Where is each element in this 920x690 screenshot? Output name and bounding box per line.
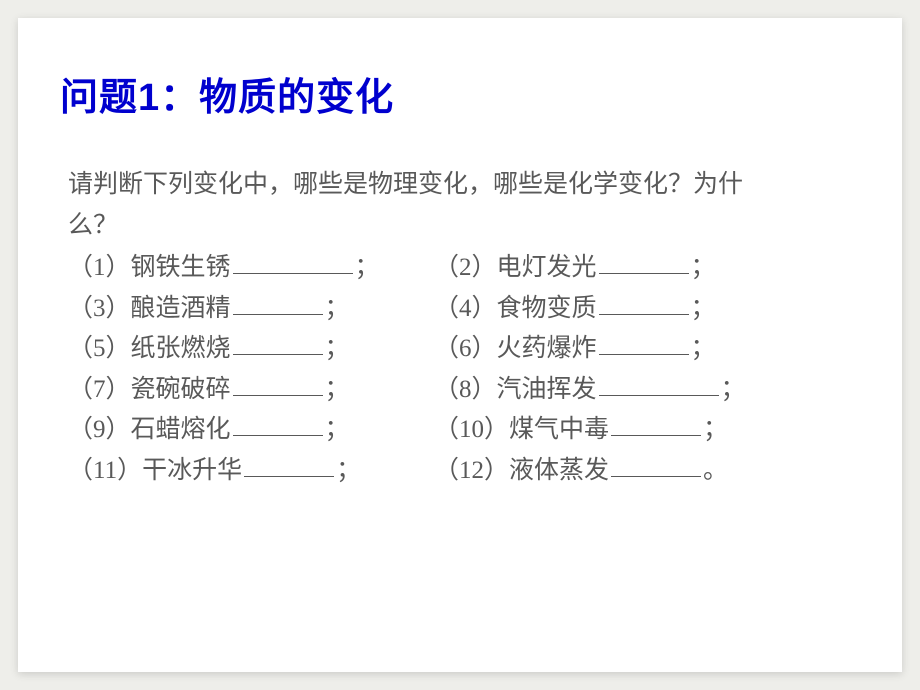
item-number: （2） xyxy=(434,248,497,289)
item-row: （11） 干冰升华 ； （12） 液体蒸发 。 xyxy=(68,451,860,492)
separator: ； xyxy=(336,451,361,492)
separator: ； xyxy=(325,289,350,330)
separator: ； xyxy=(355,248,380,289)
item-number: （1） xyxy=(68,248,131,289)
item-text: 煤气中毒 xyxy=(509,410,609,451)
separator: ； xyxy=(691,289,716,330)
item-row: （5） 纸张燃烧 ； （6） 火药爆炸 ； xyxy=(68,329,860,370)
fill-blank xyxy=(233,371,323,396)
item-text: 液体蒸发 xyxy=(509,451,609,492)
slide-body: 请判断下列变化中，哪些是物理变化，哪些是化学变化？为什 么？ （1） 钢铁生锈 … xyxy=(60,165,860,491)
fill-blank xyxy=(233,290,323,315)
separator: ； xyxy=(691,248,716,289)
fill-blank xyxy=(244,452,334,477)
fill-blank xyxy=(611,411,701,436)
list-item: （3） 酿造酒精 ； xyxy=(68,289,434,330)
fill-blank xyxy=(599,290,689,315)
item-text: 电灯发光 xyxy=(497,248,597,289)
fill-blank xyxy=(599,371,719,396)
slide-title: 问题1：物质的变化 xyxy=(60,66,860,121)
intro-line-2: 么？ xyxy=(68,212,118,239)
item-text: 纸张燃烧 xyxy=(131,329,231,370)
fill-blank xyxy=(233,330,323,355)
item-number: （9） xyxy=(68,410,131,451)
item-row: （9） 石蜡熔化 ； （10） 煤气中毒 ； xyxy=(68,410,860,451)
item-number: （8） xyxy=(434,370,497,411)
fill-blank xyxy=(233,411,323,436)
item-number: （12） xyxy=(434,451,509,492)
separator: ； xyxy=(325,410,350,451)
item-number: （6） xyxy=(434,329,497,370)
list-item: （5） 纸张燃烧 ； xyxy=(68,329,434,370)
item-row: （1） 钢铁生锈 ； （2） 电灯发光 ； xyxy=(68,248,860,289)
separator: ； xyxy=(691,329,716,370)
item-text: 汽油挥发 xyxy=(497,370,597,411)
intro-line-1: 请判断下列变化中，哪些是物理变化，哪些是化学变化？为什 xyxy=(68,171,743,198)
fill-blank xyxy=(233,249,353,274)
item-text: 火药爆炸 xyxy=(497,329,597,370)
item-row: （7） 瓷碗破碎 ； （8） 汽油挥发 ； xyxy=(68,370,860,411)
separator: ； xyxy=(325,370,350,411)
list-item: （1） 钢铁生锈 ； xyxy=(68,248,434,289)
item-text: 瓷碗破碎 xyxy=(131,370,231,411)
slide: 问题1：物质的变化 请判断下列变化中，哪些是物理变化，哪些是化学变化？为什 么？… xyxy=(18,18,902,672)
item-number: （4） xyxy=(434,289,497,330)
item-text: 石蜡熔化 xyxy=(131,410,231,451)
item-text: 钢铁生锈 xyxy=(131,248,231,289)
separator: ； xyxy=(721,370,746,411)
item-text: 干冰升华 xyxy=(142,451,242,492)
item-text: 酿造酒精 xyxy=(131,289,231,330)
list-item: （4） 食物变质 ； xyxy=(434,289,716,330)
fill-blank xyxy=(599,249,689,274)
list-item: （10） 煤气中毒 ； xyxy=(434,410,728,451)
fill-blank xyxy=(599,330,689,355)
list-item: （11） 干冰升华 ； xyxy=(68,451,434,492)
item-number: （10） xyxy=(434,410,509,451)
terminator: 。 xyxy=(703,451,728,492)
item-number: （3） xyxy=(68,289,131,330)
list-item: （6） 火药爆炸 ； xyxy=(434,329,716,370)
item-text: 食物变质 xyxy=(497,289,597,330)
item-number: （7） xyxy=(68,370,131,411)
list-item: （8） 汽油挥发 ； xyxy=(434,370,746,411)
list-item: （7） 瓷碗破碎 ； xyxy=(68,370,434,411)
separator: ； xyxy=(325,329,350,370)
fill-blank xyxy=(611,452,701,477)
intro-text: 请判断下列变化中，哪些是物理变化，哪些是化学变化？为什 么？ xyxy=(68,165,860,246)
list-item: （2） 电灯发光 ； xyxy=(434,248,716,289)
list-item: （9） 石蜡熔化 ； xyxy=(68,410,434,451)
item-number: （5） xyxy=(68,329,131,370)
item-row: （3） 酿造酒精 ； （4） 食物变质 ； xyxy=(68,289,860,330)
item-number: （11） xyxy=(68,451,142,492)
list-item: （12） 液体蒸发 。 xyxy=(434,451,728,492)
separator: ； xyxy=(703,410,728,451)
